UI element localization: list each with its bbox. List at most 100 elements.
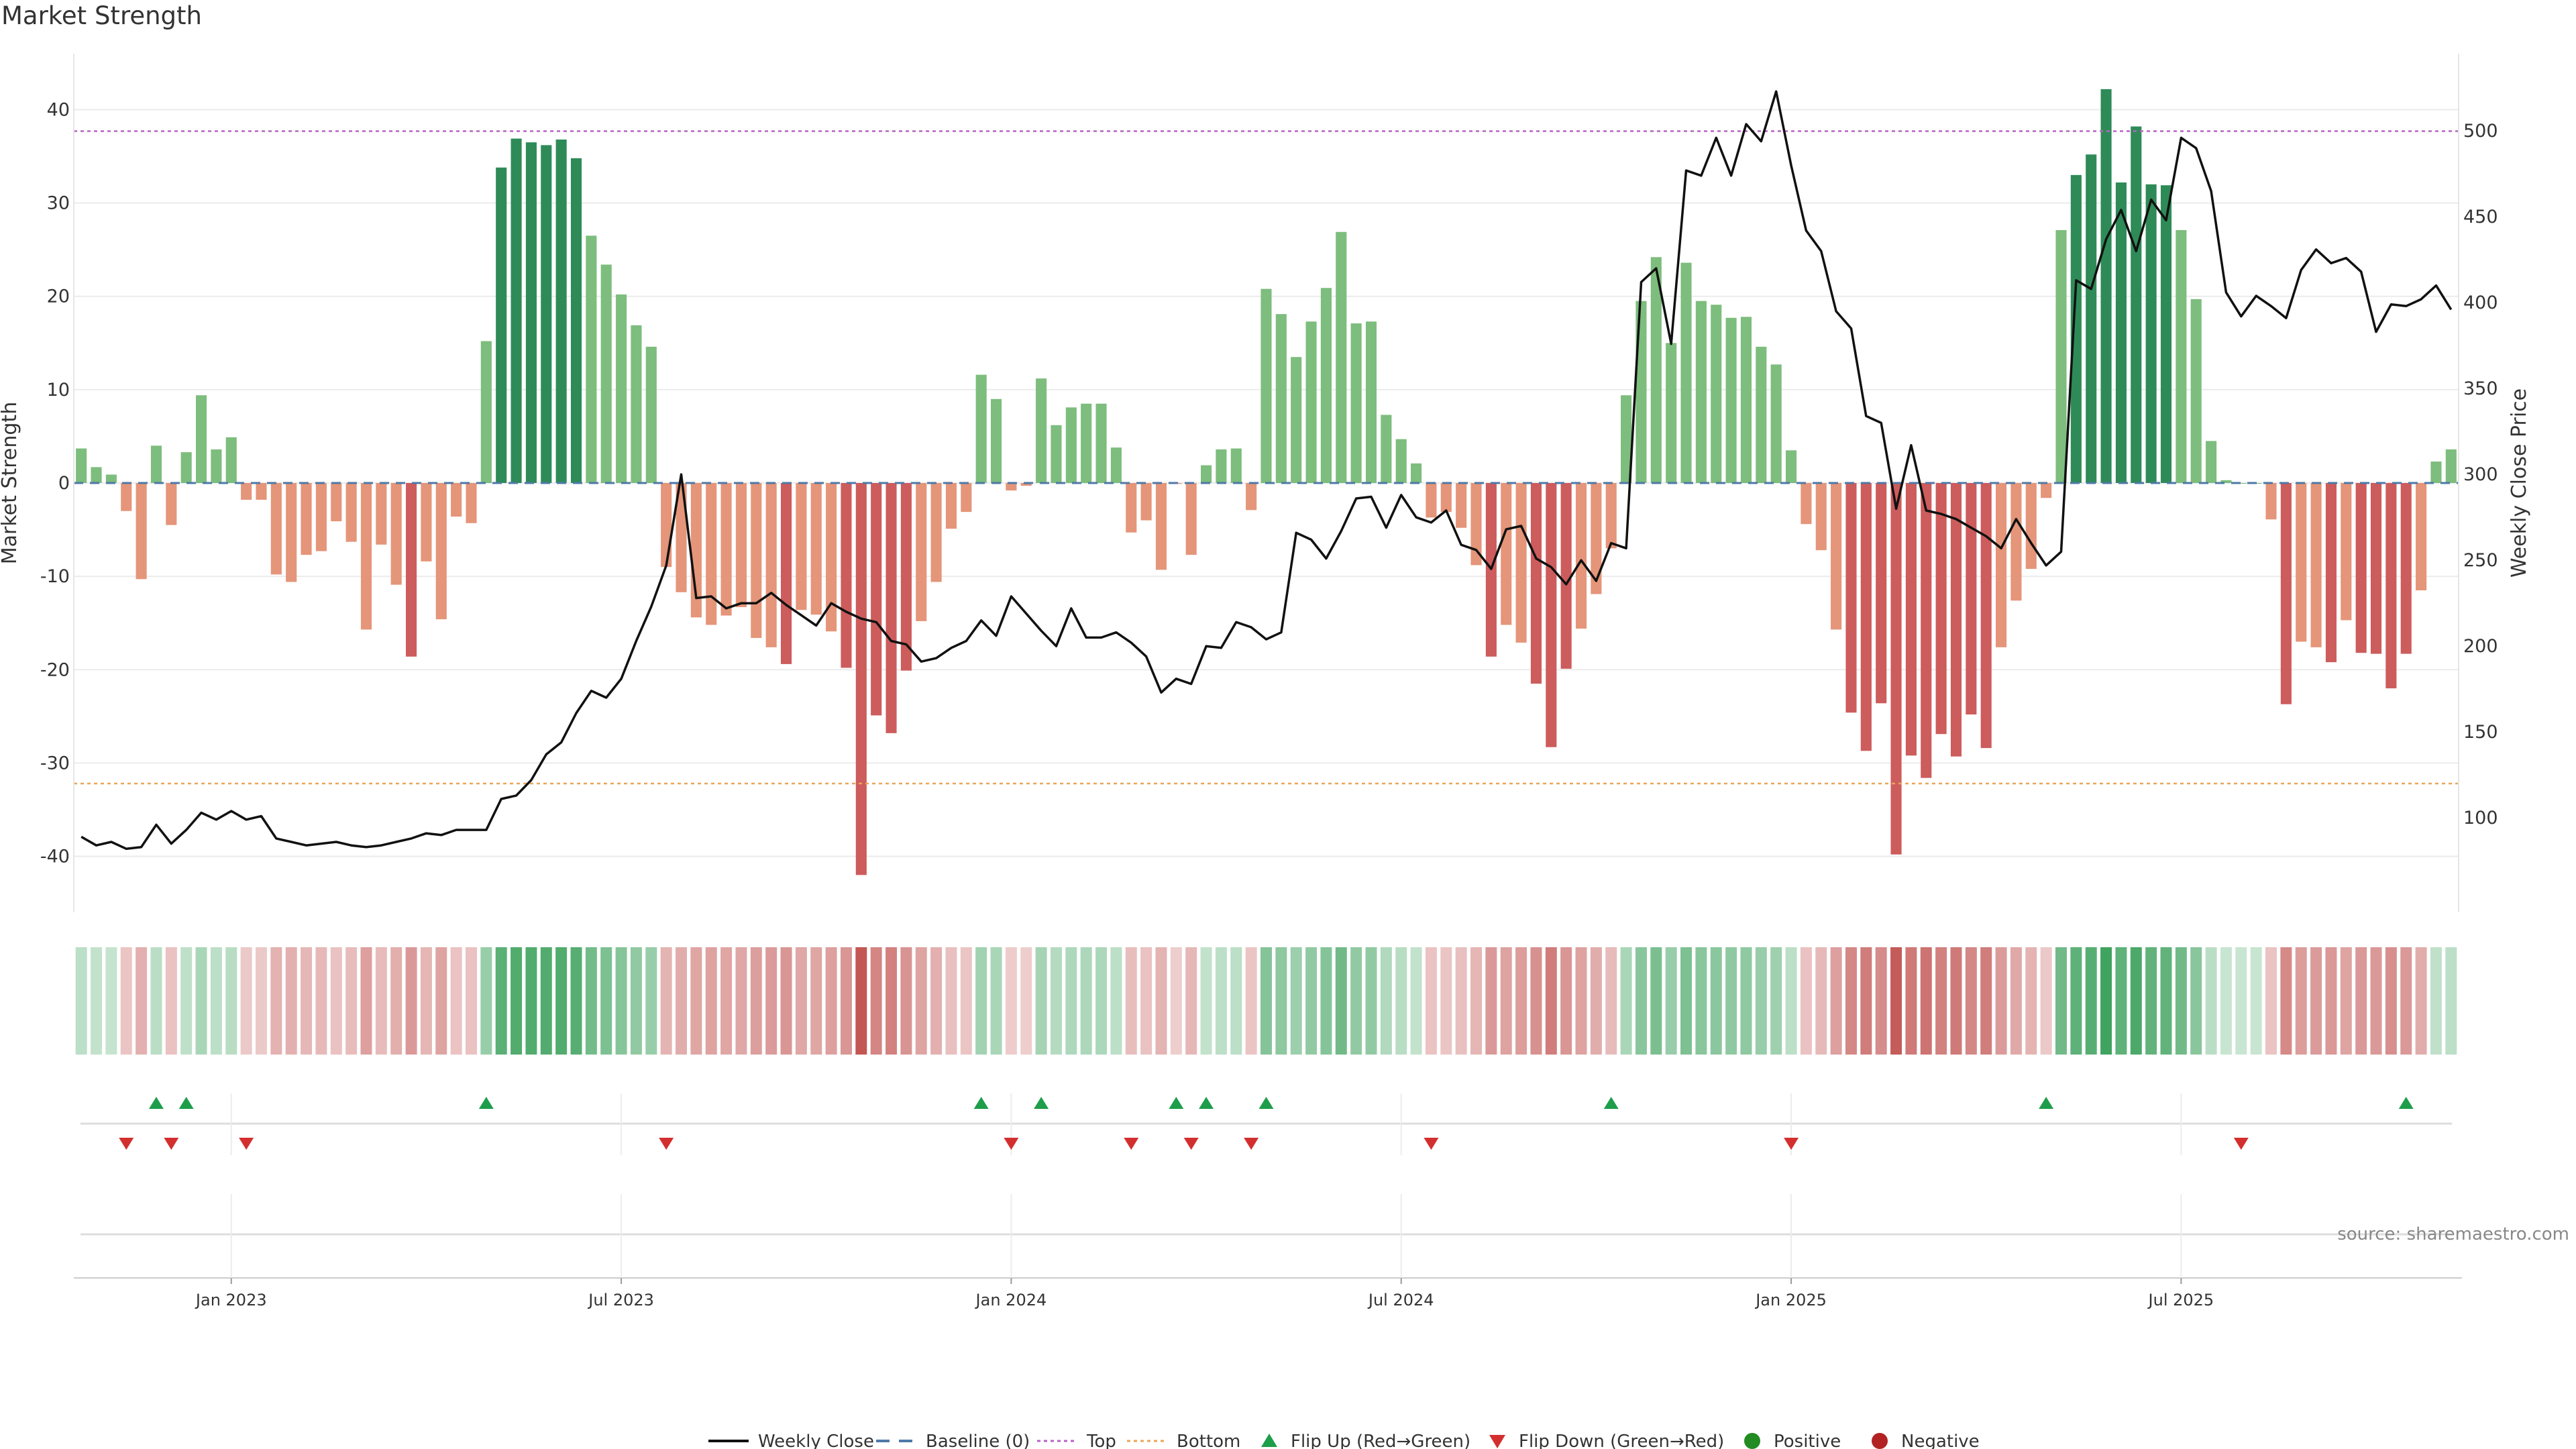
heatstrip-cell	[630, 947, 642, 1055]
strength-bar	[1996, 483, 2007, 647]
strength-bar	[2206, 441, 2217, 483]
strength-bar	[256, 483, 267, 500]
strength-bar	[2235, 483, 2247, 484]
left-tick-label: 0	[58, 473, 70, 494]
strength-bar	[1440, 483, 1452, 513]
heatstrip-cell	[1950, 947, 1962, 1055]
heatstrip-cell	[345, 947, 358, 1055]
weekly-close-series	[80, 90, 2453, 851]
strength-bar	[871, 483, 882, 716]
legend-label: Bottom	[1177, 1432, 1240, 1449]
strength-bar	[511, 138, 522, 483]
heatstrip-cell	[2415, 947, 2427, 1055]
strength-bar	[121, 483, 132, 511]
right-tick-label: 500	[2463, 121, 2498, 142]
strength-bar	[91, 467, 102, 483]
strength-bar	[1036, 378, 1047, 483]
strength-bar	[1845, 483, 1857, 713]
strength-bar	[1695, 301, 1707, 483]
strength-bar	[2325, 483, 2337, 663]
strength-bar	[1591, 483, 1602, 594]
heatstrip-cell	[1980, 947, 1992, 1055]
strength-bar	[1155, 483, 1167, 570]
strength-bar	[1515, 483, 1527, 643]
heatstrip-cell	[301, 947, 313, 1055]
strength-bar	[1815, 483, 1827, 551]
strength-bar	[2176, 229, 2187, 483]
heatstrip-cell	[2205, 947, 2217, 1055]
flip-up-marker	[178, 1097, 194, 1109]
strength-bar	[826, 483, 837, 632]
heatstrip-cell	[1935, 947, 1947, 1055]
heatstrip-cell	[1920, 947, 1932, 1055]
flip-down-marker	[659, 1138, 674, 1150]
flip-down-marker	[1424, 1138, 1439, 1150]
strength-bar	[1921, 483, 1932, 778]
strength-bar	[180, 452, 192, 483]
heatstrip-cell	[2145, 947, 2157, 1055]
strength-bar	[525, 142, 537, 483]
heatstrip-cell	[990, 947, 1002, 1055]
date-tick-label: Jul 2025	[2147, 1291, 2214, 1309]
date-tick-label: Jul 2024	[1367, 1291, 1434, 1309]
strength-bar	[136, 483, 147, 580]
strength-bar	[735, 483, 747, 608]
heatstrip-cell	[1155, 947, 1167, 1055]
heatstrip-cell	[1035, 947, 1047, 1055]
strength-bar	[286, 483, 297, 582]
strength-bar	[1680, 262, 1692, 483]
strength-bar	[2086, 154, 2097, 483]
strength-bar	[916, 483, 927, 621]
heatstrip-cell	[1215, 947, 1227, 1055]
heatstrip-cell	[2190, 947, 2202, 1055]
heatstrip-cell	[1860, 947, 1872, 1055]
heatstrip-cell	[1305, 947, 1318, 1055]
heatstrip-cell	[2265, 947, 2277, 1055]
strength-bar	[2400, 483, 2412, 654]
legend-label: Top	[1086, 1432, 1116, 1449]
left-tick-label: -20	[40, 659, 70, 680]
heatstrip-cell	[240, 947, 252, 1055]
strength-bar	[1110, 447, 1122, 483]
strength-bar	[1530, 483, 1542, 684]
left-tick-label: 10	[47, 380, 70, 400]
strength-bar	[1051, 425, 1062, 483]
strength-bar	[225, 437, 237, 483]
strength-bar	[720, 483, 732, 616]
source-note: source: sharemaestro.com	[2337, 1224, 2569, 1244]
strength-bar	[1275, 314, 1287, 483]
heatstrip-cell	[375, 947, 387, 1055]
strength-bar	[765, 483, 777, 647]
strength-bar	[586, 235, 597, 483]
strength-bar	[496, 167, 507, 483]
heatstrip-cell	[735, 947, 747, 1055]
strength-bar	[1876, 483, 1887, 704]
level-lines	[74, 130, 2459, 785]
strength-bar	[900, 483, 912, 671]
heatstrip-cell	[600, 947, 612, 1055]
strength-bar	[360, 483, 372, 630]
strength-bar	[2385, 483, 2397, 689]
heatstrip-cell	[1380, 947, 1392, 1055]
heatstrip-cell	[945, 947, 957, 1055]
strength-bar	[1365, 321, 1377, 483]
strength-bar	[555, 140, 567, 483]
strength-bar	[975, 374, 987, 483]
heatstrip-cell	[1395, 947, 1407, 1055]
heatstrip-cell	[405, 947, 417, 1055]
strength-bar	[1621, 395, 1632, 483]
heatstrip-cell	[1575, 947, 1587, 1055]
flip-up-marker	[1603, 1097, 1619, 1109]
date-tick-label: Jul 2023	[587, 1291, 654, 1309]
heatstrip-cell	[2040, 947, 2052, 1055]
heatstrip-cell	[480, 947, 492, 1055]
date-tick-label: Jan 2025	[1754, 1291, 1827, 1309]
strength-bar	[1980, 483, 1992, 749]
right-axis-label: Weekly Close Price	[2508, 388, 2531, 578]
flip-down-marker	[164, 1138, 179, 1150]
legend-label: Negative	[1901, 1432, 1980, 1449]
heatstrip-cell	[525, 947, 537, 1055]
strength-bar	[990, 398, 1002, 483]
heatstrip-cell	[1905, 947, 1917, 1055]
right-tick-label: 200	[2463, 636, 2498, 657]
